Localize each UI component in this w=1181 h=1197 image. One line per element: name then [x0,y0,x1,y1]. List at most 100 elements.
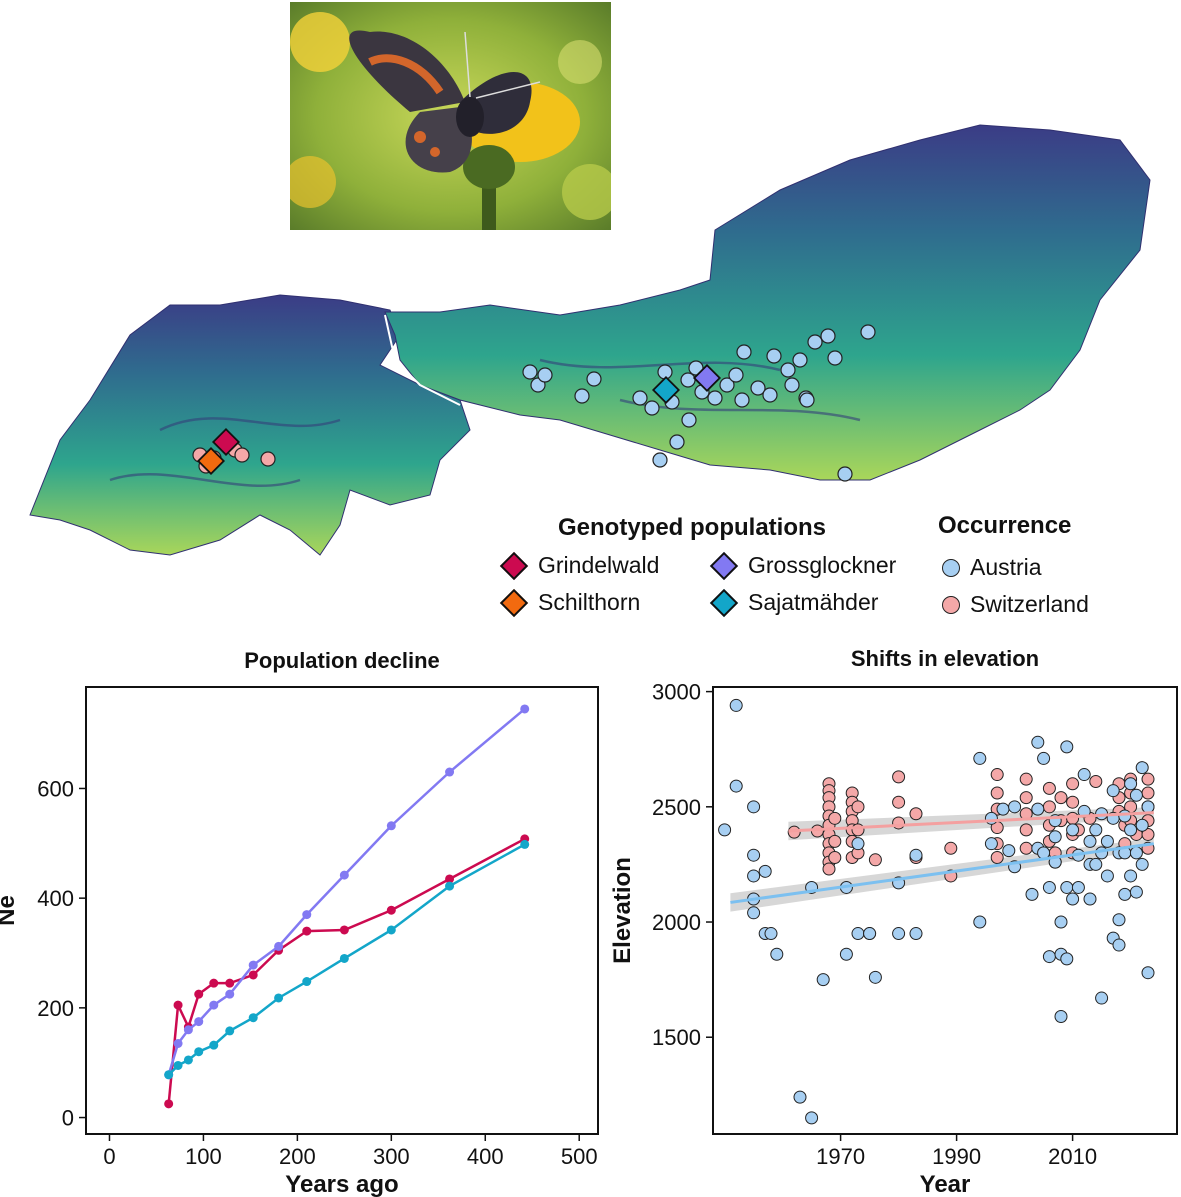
x-tick-label: 100 [185,1144,222,1169]
data-point-austria [1077,768,1091,782]
data-point-austria [973,751,987,765]
y-axis-label: Elevation [609,857,636,964]
legend-label: Grindelwald [538,552,660,578]
data-point-grossglockner [386,821,396,831]
legend-item-grossglockner: Grossglockner [709,551,897,580]
switzerland-shape [29,294,471,556]
y-tick-label: 2500 [652,795,701,820]
data-point-sajatmähder [164,1070,174,1080]
data-point-switzerland [1019,823,1033,837]
data-point-sajatmähder [339,953,349,963]
trend-line-switzerland [788,811,1154,833]
data-point-austria [747,800,761,814]
data-point-switzerland [828,834,842,848]
data-point-austria [718,823,732,837]
legend-item-schilthorn: Schilthorn [499,588,641,617]
data-point-austria [1141,966,1155,980]
data-point-austria [984,837,998,851]
data-point-austria [851,927,865,941]
data-point-austria [764,927,778,941]
data-point-austria [1031,802,1045,816]
x-tick-label: 300 [373,1144,410,1169]
genotyped-diamonds [196,363,722,476]
data-point-austria [1135,857,1149,871]
data-point-switzerland [868,853,882,867]
data-point-sajatmähder [302,977,312,987]
legend-label: Schilthorn [538,589,641,615]
data-point-austria [747,906,761,920]
legend-label: Grossglockner [748,552,897,578]
data-point-austria [1135,818,1149,832]
data-point-sajatmähder [209,1040,219,1050]
data-point-grossglockner [520,704,530,714]
data-point-austria [1089,857,1103,871]
data-point-switzerland [1019,791,1033,805]
data-point-grindelwald [339,925,349,935]
data-point-switzerland [1089,774,1103,788]
butterfly-photo [290,2,611,230]
data-point-austria [1089,823,1103,837]
data-point-austria [1060,952,1074,966]
data-point-switzerland [822,862,836,876]
data-point-grindelwald [173,1000,183,1010]
data-point-switzerland [828,851,842,865]
data-point-grindelwald [164,1099,174,1109]
legend-label: Sajatmähder [748,589,879,615]
data-point-switzerland [1141,786,1155,800]
data-point-grossglockner [225,989,235,999]
data-point-austria [747,848,761,862]
data-point-switzerland [1042,800,1056,814]
austria-shape [384,124,1151,481]
data-point-switzerland [851,823,865,837]
y-tick-label: 400 [37,886,74,911]
data-point-switzerland [1141,827,1155,841]
data-point-austria [1106,784,1120,798]
data-point-grossglockner [339,870,349,880]
data-point-austria [996,802,1010,816]
data-point-grossglockner [274,941,284,951]
genotyped-legend-title: Genotyped populations [558,514,826,541]
data-point-austria [729,698,743,712]
data-point-austria [1060,740,1074,754]
data-point-sajatmähder [445,881,455,891]
x-tick-label: 400 [467,1144,504,1169]
data-point-austria [1129,788,1143,802]
plot-frame [85,686,599,1135]
circle-icon [942,595,960,614]
data-point-switzerland [828,811,842,825]
data-point-grindelwald [248,970,258,980]
data-point-austria [1054,915,1068,929]
y-tick-label: 1500 [652,1025,701,1050]
data-point-austria [1042,950,1056,964]
data-point-austria [1066,823,1080,837]
data-point-austria [892,927,906,941]
x-tick-label: 1990 [932,1144,981,1169]
data-point-switzerland [990,786,1004,800]
plot-frame [712,686,1178,1135]
occurrence-legend-title: Occurrence [938,512,1072,539]
diamond-icon [709,551,739,580]
data-point-austria [729,779,743,793]
x-tick-label: 500 [561,1144,598,1169]
y-tick-label: 2000 [652,910,701,935]
data-point-grindelwald [302,926,312,936]
data-point-sajatmähder [194,1047,204,1057]
data-point-switzerland [990,851,1004,865]
data-point-grossglockner [173,1039,183,1049]
data-point-austria [1002,844,1016,858]
data-point-sajatmähder [274,993,284,1003]
shifts-elevation-title: Shifts in elevation [850,646,1040,671]
data-point-austria [839,947,853,961]
data-point-austria [816,973,830,987]
data-point-sajatmähder [520,839,530,849]
data-point-austria [747,869,761,883]
data-point-switzerland [851,800,865,814]
data-point-austria [1066,892,1080,906]
occurrence-points-austria [522,324,876,482]
data-point-austria [1031,735,1045,749]
y-axis-label: Ne [0,895,20,926]
data-point-switzerland [1019,841,1033,855]
data-point-austria [909,927,923,941]
data-point-austria [1095,991,1109,1005]
data-point-austria [1118,809,1132,823]
